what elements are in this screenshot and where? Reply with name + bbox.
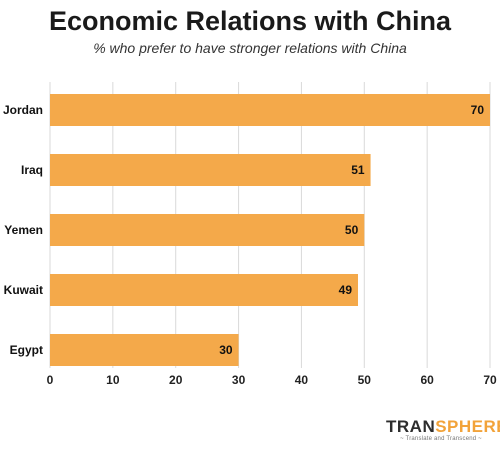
bar (50, 154, 371, 186)
logo-tagline: ~ Translate and Transcend ~ (400, 436, 482, 442)
logo-text-dark: TRAN (386, 417, 436, 436)
value-label: 70 (471, 103, 485, 117)
logo-text-accent: SPHERE (435, 417, 500, 436)
x-tick-label: 10 (106, 373, 120, 387)
bar (50, 94, 490, 126)
category-label: Egypt (10, 343, 43, 357)
x-tick-label: 40 (295, 373, 309, 387)
category-label: Iraq (21, 163, 43, 177)
x-tick-label: 30 (232, 373, 246, 387)
chart-subtitle: % who prefer to have stronger relations … (93, 40, 407, 56)
x-tick-label: 0 (47, 373, 54, 387)
category-label: Jordan (3, 103, 43, 117)
x-tick-label: 60 (420, 373, 434, 387)
bar (50, 334, 239, 366)
category-label: Yemen (4, 223, 43, 237)
chart-title: Economic Relations with China (48, 6, 452, 36)
x-tick-label: 20 (169, 373, 183, 387)
bar (50, 274, 358, 306)
value-label: 51 (351, 163, 365, 177)
x-tick-label: 50 (358, 373, 372, 387)
transphere-logo: TRANSPHERE ~ Translate and Transcend ~ (386, 417, 500, 443)
value-label: 30 (219, 343, 233, 357)
bar (50, 214, 365, 246)
value-label: 50 (345, 223, 359, 237)
category-label: Kuwait (4, 283, 43, 297)
value-label: 49 (339, 283, 353, 297)
x-tick-label: 70 (483, 373, 497, 387)
